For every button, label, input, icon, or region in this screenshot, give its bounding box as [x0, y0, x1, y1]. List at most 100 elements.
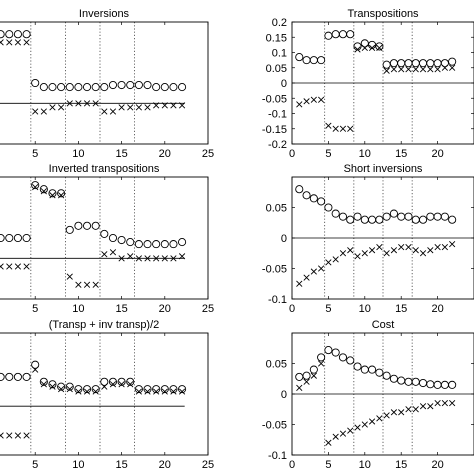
data-point-circle: [418, 378, 428, 388]
series-circles: [295, 30, 457, 69]
data-point-cross: [434, 400, 441, 407]
data-point-circle: [433, 380, 442, 389]
y-tick-label: 0: [281, 389, 287, 401]
y-tick-label: -0.2: [268, 139, 287, 151]
data-point-circle: [426, 212, 435, 221]
x-tick-label: 10: [72, 459, 84, 471]
data-point-cross: [170, 102, 177, 109]
data-point-cross: [135, 388, 142, 395]
data-point-cross: [368, 247, 376, 254]
data-point-cross: [361, 44, 368, 52]
data-point-cross: [66, 386, 73, 393]
data-point-cross: [398, 409, 405, 416]
x-tick-label: 10: [72, 148, 84, 160]
data-point-cross: [303, 274, 310, 281]
data-point-cross: [325, 259, 332, 266]
data-point-circle: [48, 189, 57, 198]
data-point-cross: [427, 66, 434, 73]
data-point-circle: [91, 385, 100, 394]
data-point-circle: [426, 380, 435, 389]
data-point-circle: [389, 374, 398, 383]
data-point-cross: [376, 44, 383, 52]
data-point-circle: [143, 240, 152, 249]
data-point-circle: [22, 372, 31, 381]
data-point-cross: [339, 250, 347, 257]
data-point-circle: [134, 385, 143, 394]
data-point-cross: [354, 424, 361, 431]
data-point-cross: [23, 432, 30, 439]
data-point-circle: [82, 385, 92, 394]
data-point-cross: [427, 247, 434, 254]
x-tick-label: 10: [359, 303, 371, 315]
data-point-circle: [0, 372, 5, 381]
data-point-circle: [448, 57, 457, 66]
series-crosses: [0, 184, 186, 288]
x-tick-label: 20: [431, 303, 443, 315]
data-point-cross: [296, 101, 303, 108]
data-point-cross: [318, 360, 325, 367]
data-point-cross: [434, 244, 441, 251]
data-point-cross: [161, 255, 168, 262]
data-point-circle: [108, 80, 118, 90]
subplot-title: (Transp + inv transp)/2: [49, 319, 160, 331]
data-point-circle: [13, 30, 22, 39]
x-tick-label: 15: [395, 459, 407, 471]
subplot-5: (Transp + inv transp)/2 5 10 15 20 25: [0, 319, 214, 471]
data-point-circle: [31, 181, 40, 190]
data-point-cross: [135, 255, 142, 262]
data-point-cross: [92, 388, 99, 395]
data-point-cross: [325, 122, 332, 129]
data-point-cross: [40, 188, 47, 195]
data-point-cross: [405, 244, 412, 251]
y-tick-label: 0.05: [266, 203, 287, 215]
data-point-circle: [48, 83, 57, 92]
data-point-cross: [296, 280, 303, 287]
data-point-circle: [338, 212, 348, 221]
y-tick-label: -0.1: [268, 450, 287, 462]
data-point-cross: [83, 388, 91, 395]
data-point-cross: [332, 433, 339, 440]
data-point-cross: [0, 432, 4, 439]
data-point-cross: [153, 102, 160, 109]
x-tick-label: 10: [359, 148, 371, 160]
data-point-cross: [14, 432, 22, 439]
data-point-circle: [5, 30, 14, 39]
y-tick-label: 0.1: [272, 48, 287, 60]
data-point-cross: [354, 46, 361, 53]
data-point-cross: [0, 263, 4, 270]
data-point-circle: [418, 59, 428, 68]
data-point-circle: [57, 189, 66, 198]
data-point-circle: [382, 212, 391, 221]
y-tick-label: 0.05: [266, 359, 287, 371]
data-point-circle: [375, 368, 384, 377]
data-point-circle: [108, 377, 118, 386]
data-point-cross: [144, 388, 151, 395]
data-point-circle: [295, 372, 304, 381]
data-point-circle: [360, 365, 369, 374]
data-point-cross: [419, 250, 427, 257]
data-point-cross: [40, 381, 47, 388]
data-point-cross: [449, 400, 456, 407]
data-point-cross: [303, 98, 310, 105]
x-tick-label: 20: [431, 148, 443, 160]
data-point-cross: [412, 247, 419, 254]
data-point-circle: [375, 42, 384, 51]
data-point-circle: [397, 212, 406, 221]
data-point-cross: [368, 44, 376, 52]
data-point-circle: [39, 377, 48, 386]
data-point-circle: [309, 194, 318, 203]
data-point-circle: [324, 31, 333, 40]
data-point-cross: [161, 388, 168, 395]
data-point-cross: [118, 381, 125, 388]
data-point-circle: [317, 56, 326, 65]
subplot-title: Transpositions: [347, 8, 419, 20]
data-point-cross: [161, 102, 168, 109]
y-tick-label: -0.05: [262, 264, 287, 276]
data-point-cross: [49, 104, 56, 111]
data-point-cross: [170, 255, 177, 262]
x-tick-label: 5: [32, 303, 38, 315]
y-tick-label: -0.1: [268, 109, 287, 121]
data-point-cross: [58, 104, 65, 111]
data-point-circle: [440, 380, 449, 389]
